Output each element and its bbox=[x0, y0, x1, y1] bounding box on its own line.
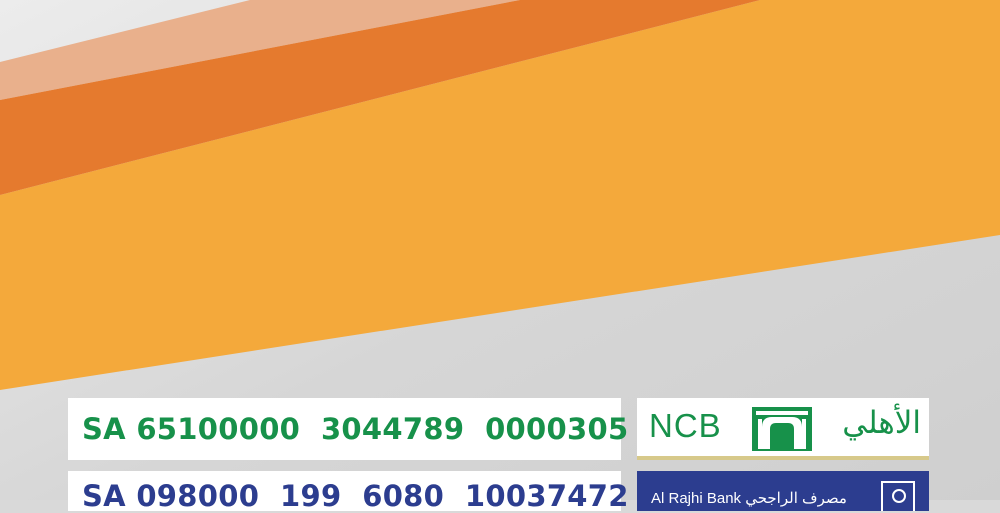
ncb-logo-latin: NCB bbox=[649, 407, 722, 444]
orange-band-light bbox=[0, 0, 1000, 390]
rajhi-emblem-icon bbox=[881, 481, 915, 511]
ncb-iban-field: SA 65100000 3044789 0000305 bbox=[68, 398, 628, 460]
ncb-logo-arabic: الأهلي bbox=[842, 405, 921, 441]
ncb-logo-underline bbox=[637, 456, 929, 460]
orange-stripe-dark bbox=[0, 0, 760, 195]
rajhi-logo: Al Rajhi Bank مصرف الراجحي bbox=[637, 471, 929, 511]
rajhi-iban-field: SA 098000 199 6080 10037472 bbox=[68, 471, 628, 513]
ncb-arch-emblem-icon bbox=[752, 407, 812, 451]
rajhi-logo-text: Al Rajhi Bank مصرف الراجحي bbox=[651, 490, 847, 507]
ncb-logo: NCB الأهلي bbox=[637, 398, 929, 460]
